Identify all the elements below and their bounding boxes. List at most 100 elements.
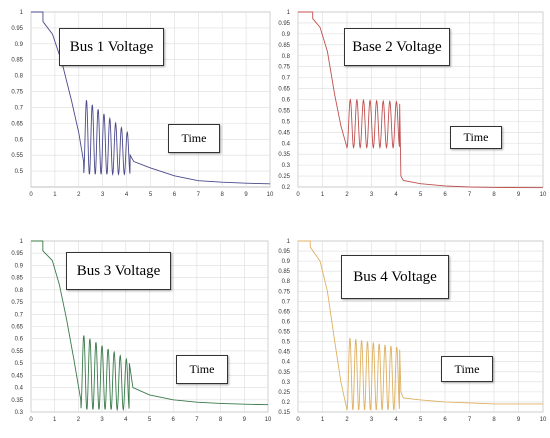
x-tick-label: 0 xyxy=(29,192,33,198)
x-tick-label: 3 xyxy=(370,417,374,423)
y-tick-label: 0.7 xyxy=(15,105,24,111)
x-tick-label: 4 xyxy=(125,192,129,198)
x-tick-label: 1 xyxy=(53,192,57,198)
y-tick-label: 0.4 xyxy=(282,360,291,366)
y-tick-label: 0.6 xyxy=(282,319,291,325)
y-tick-label: 0.4 xyxy=(15,386,24,392)
bus-4-voltage-chart: 0 1 2 3 4 5 6 7 8 9 10 1 0.95 0.9 0.85 0.8 0.75 0.7 0.65 0.… xyxy=(275,229,550,438)
base-2-time-label: Time xyxy=(450,126,502,149)
x-tick-label: 6 xyxy=(443,417,447,423)
voltage-series-line xyxy=(298,11,544,189)
x-tick-label: 8 xyxy=(219,417,223,423)
y-tick-label: 0.3 xyxy=(282,163,291,169)
x-tick-label: 2 xyxy=(77,192,81,198)
x-tick-label: 8 xyxy=(221,192,225,198)
voltage-series-line xyxy=(31,240,269,412)
base-2-voltage-plot: 0 1 2 3 4 5 6 7 8 9 10 1 0.95 0.9 0.85 0.8 0.75 0.7 0.65 0.… xyxy=(278,10,547,198)
base-2-voltage-chart: 0 1 2 3 4 5 6 7 8 9 10 1 0.95 0.9 0.85 0.8 0.75 0.7 0.65 0.… xyxy=(275,0,550,205)
x-tick-label: 10 xyxy=(540,192,547,198)
x-tick-label: 7 xyxy=(468,192,472,198)
y-tick-label: 0.85 xyxy=(278,43,290,49)
y-tick-label: 0.85 xyxy=(278,269,290,275)
x-tick-label: 6 xyxy=(172,417,176,423)
x-tick-label: 9 xyxy=(244,192,248,198)
x-tick-label: 0 xyxy=(296,417,300,423)
bus-3-time-label: Time xyxy=(176,355,228,384)
x-tick-label: 7 xyxy=(468,417,472,423)
voltage-series-line xyxy=(31,11,271,185)
x-tick-label: 0 xyxy=(296,192,300,198)
x-tick-label: 10 xyxy=(265,417,272,423)
x-tick-label: 9 xyxy=(517,192,521,198)
x-tick-label: 10 xyxy=(540,417,547,423)
x-tick-label: 9 xyxy=(517,417,521,423)
y-tick-label: 0.8 xyxy=(15,288,24,294)
y-tick-label: 0.35 xyxy=(278,152,290,158)
y-tick-label: 0.3 xyxy=(15,410,24,416)
y-tick-label: 0.6 xyxy=(15,337,24,343)
y-tick-label: 0.5 xyxy=(15,361,24,367)
x-tick-label: 8 xyxy=(492,417,496,423)
x-tick-label: 9 xyxy=(243,417,247,423)
y-tick-label: 0.15 xyxy=(278,410,290,416)
y-tick-label: 0.55 xyxy=(11,349,23,355)
x-tick-label: 8 xyxy=(492,192,496,198)
x-tick-label: 10 xyxy=(267,192,274,198)
bus-4-time-label: Time xyxy=(441,356,493,382)
y-tick-label: 0.8 xyxy=(282,279,291,285)
y-tick-label: 0.85 xyxy=(11,58,23,64)
y-tick-label: 0.55 xyxy=(278,108,290,114)
x-tick-label: 3 xyxy=(370,192,374,198)
y-tick-label: 0.7 xyxy=(282,299,291,305)
y-tick-label: 0.2 xyxy=(282,400,291,406)
y-tick-label: 0.65 xyxy=(11,325,23,331)
y-tick-label: 0.8 xyxy=(282,54,291,60)
y-tick-label: 0.55 xyxy=(278,330,290,336)
bus-3-voltage-title: Bus 3 Voltage xyxy=(66,252,171,290)
y-tick-label: 0.8 xyxy=(15,74,24,80)
bus-1-time-label: Time xyxy=(168,124,220,153)
y-tick-label: 0.7 xyxy=(15,312,24,318)
y-tick-label: 0.75 xyxy=(11,90,23,96)
y-tick-label: 0.25 xyxy=(278,390,290,396)
y-tick-label: 1 xyxy=(287,239,291,245)
y-tick-label: 0.5 xyxy=(282,119,291,125)
y-tick-label: 0.75 xyxy=(11,300,23,306)
x-tick-label: 2 xyxy=(77,417,81,423)
y-tick-label: 0.65 xyxy=(278,87,290,93)
y-tick-label: 0.6 xyxy=(282,98,291,104)
x-tick-label: 7 xyxy=(197,192,201,198)
x-tick-label: 7 xyxy=(195,417,199,423)
y-tick-label: 0.25 xyxy=(278,174,290,180)
y-tick-label: 0.9 xyxy=(15,263,24,269)
y-tick-label: 0.65 xyxy=(11,121,23,127)
y-tick-label: 0.95 xyxy=(11,26,23,32)
y-tick-label: 0.65 xyxy=(278,309,290,315)
voltage-series-line xyxy=(298,240,543,411)
y-tick-label: 0.9 xyxy=(15,42,24,48)
y-tick-label: 0.2 xyxy=(282,185,291,191)
y-tick-label: 0.55 xyxy=(11,153,23,159)
y-tick-label: 0.95 xyxy=(278,21,290,27)
y-tick-label: 0.35 xyxy=(278,370,290,376)
y-tick-label: 0.5 xyxy=(15,169,24,175)
y-tick-label: 1 xyxy=(287,10,291,16)
y-tick-label: 0.35 xyxy=(11,398,23,404)
y-tick-label: 0.95 xyxy=(278,249,290,255)
y-tick-label: 0.45 xyxy=(278,350,290,356)
y-tick-label: 0.4 xyxy=(282,141,291,147)
x-tick-label: 6 xyxy=(173,192,177,198)
y-tick-label: 0.5 xyxy=(282,340,291,346)
x-tick-label: 2 xyxy=(345,192,349,198)
y-tick-label: 0.75 xyxy=(278,289,290,295)
y-tick-label: 0.85 xyxy=(11,276,23,282)
y-tick-label: 0.6 xyxy=(15,137,24,143)
bus-1-voltage-title: Bus 1 Voltage xyxy=(59,28,164,66)
x-tick-label: 1 xyxy=(321,192,325,198)
y-tick-label: 1 xyxy=(20,10,24,16)
y-tick-label: 0.7 xyxy=(282,76,291,82)
x-tick-label: 3 xyxy=(100,417,104,423)
bus-1-voltage-chart: 0 1 2 3 4 5 6 7 8 9 10 1 0.95 0.9 0.85 0.8 0.75 0.7 0.65 0.… xyxy=(0,0,275,205)
y-tick-label: 1 xyxy=(20,239,24,245)
y-tick-label: 0.3 xyxy=(282,380,291,386)
